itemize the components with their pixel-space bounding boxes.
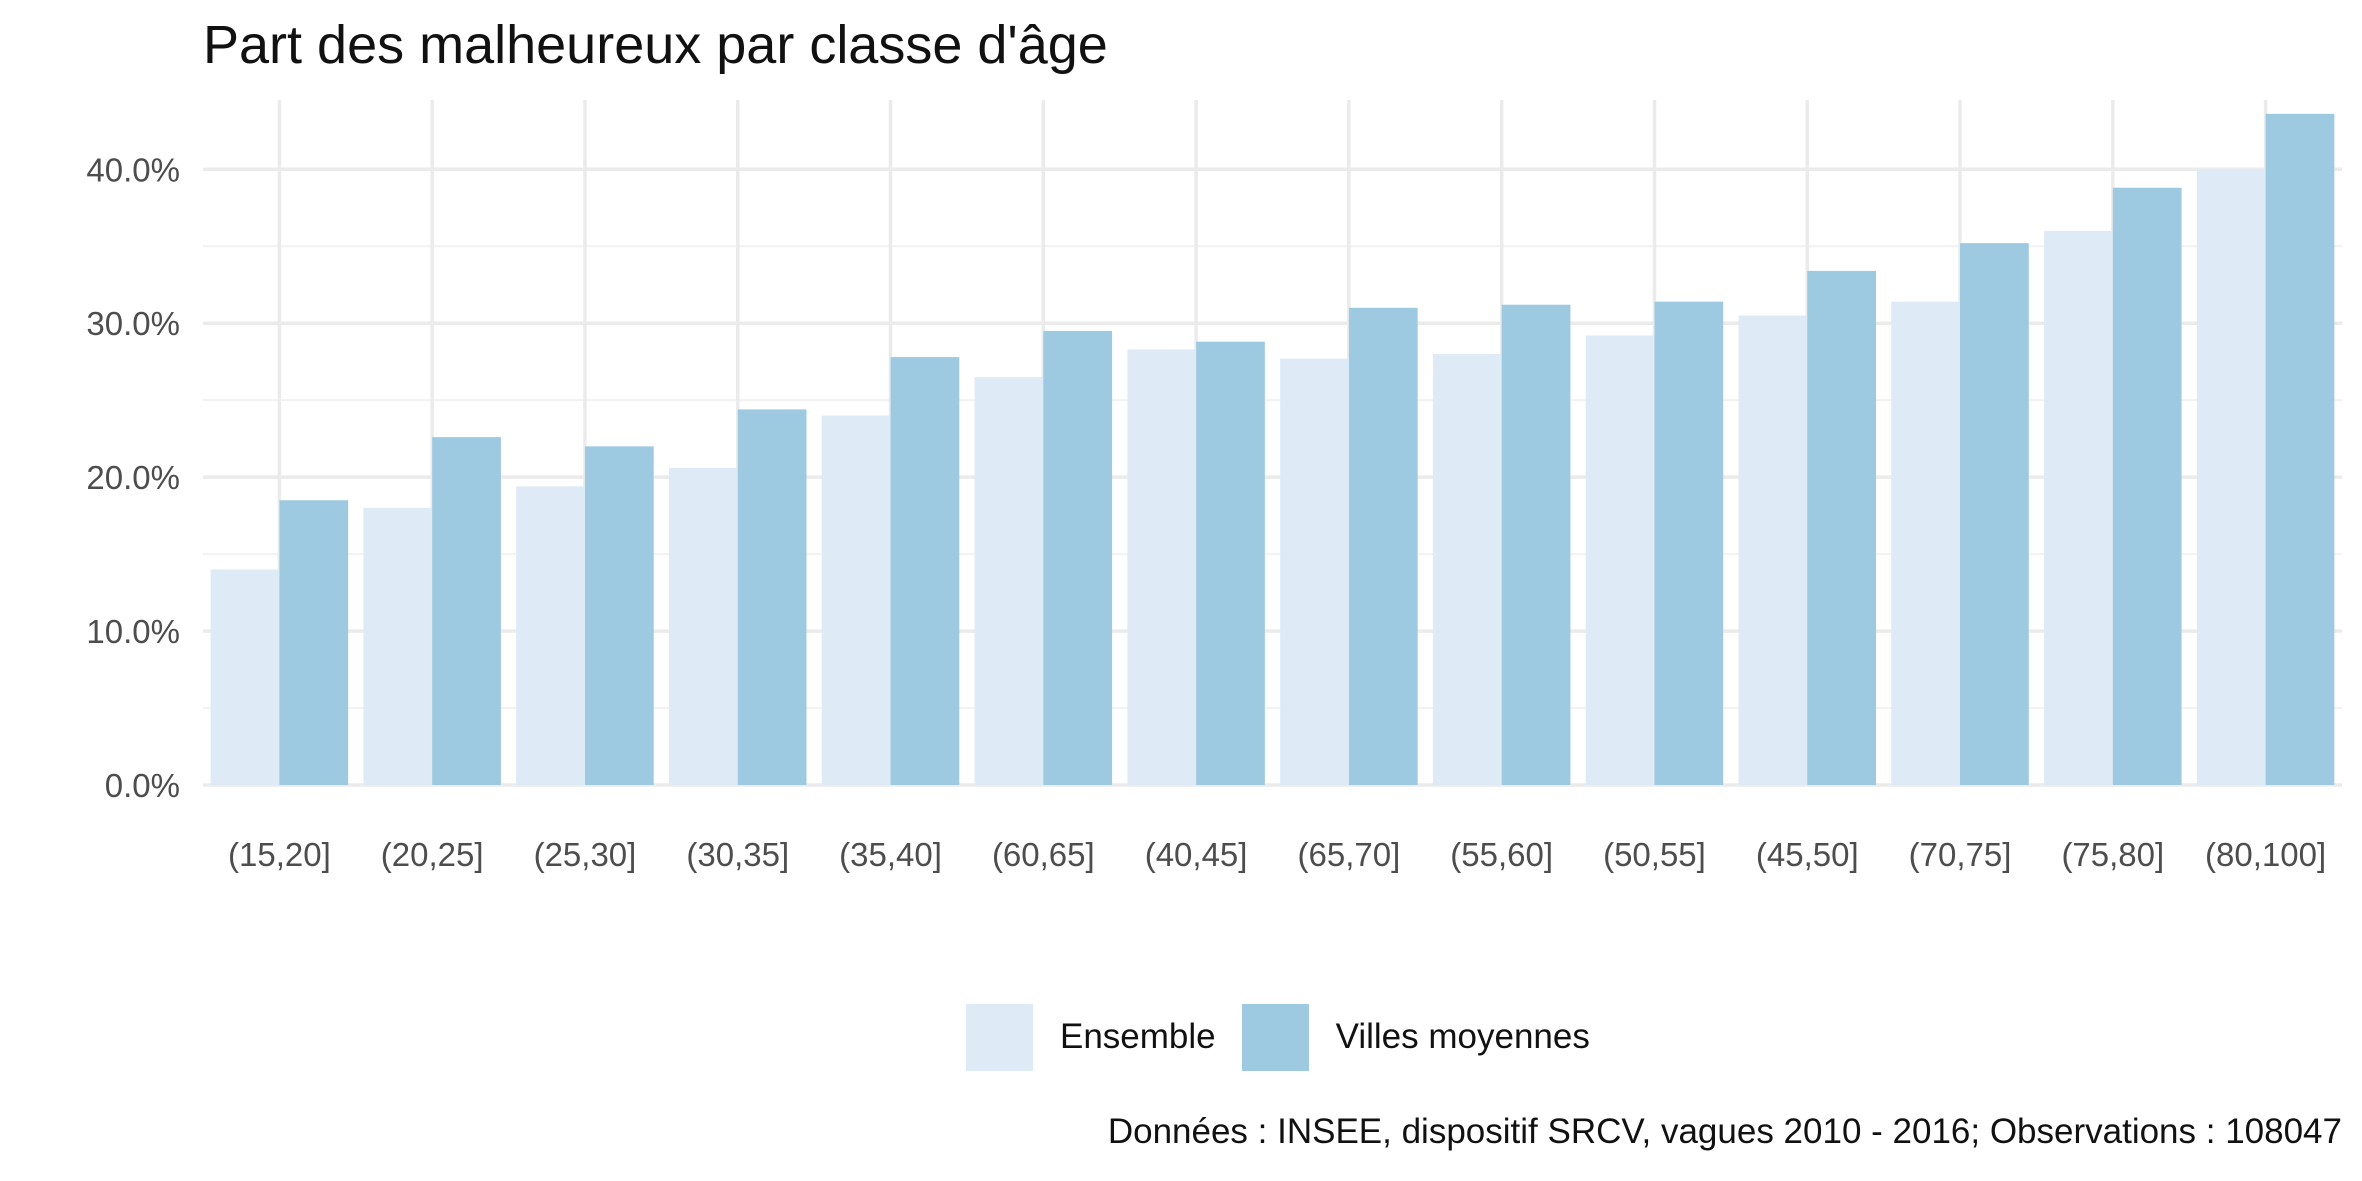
bar-villes-moyennes <box>1043 330 1113 785</box>
x-tick-label: (35,40] <box>839 836 942 873</box>
bar-ensemble <box>2044 230 2113 785</box>
bar-ensemble <box>821 415 891 785</box>
bar-villes-moyennes <box>1807 270 1877 785</box>
bar-villes-moyennes <box>1501 304 1571 785</box>
x-tick-label: (20,25] <box>381 836 484 873</box>
legend: Ensemble Villes moyennes <box>966 1002 1616 1072</box>
legend-swatch-villes-moyennes <box>1241 1003 1309 1071</box>
x-tick-label: (50,55] <box>1603 836 1706 873</box>
bar-villes-moyennes <box>737 409 807 785</box>
x-tick-label: (80,100] <box>2205 836 2326 873</box>
bar-ensemble <box>1585 335 1655 785</box>
bar-ensemble <box>668 467 738 785</box>
bar-ensemble <box>516 486 585 785</box>
x-tick-label: (40,45] <box>1145 836 1248 873</box>
chart-title: Part des malheureux par classe d'âge <box>203 15 1108 75</box>
legend-swatch-ensemble <box>966 1003 1033 1071</box>
y-tick-label: 30.0% <box>86 305 180 342</box>
bar-villes-moyennes <box>1960 243 2029 786</box>
legend-label-villes-moyennes: Villes moyennes <box>1335 1017 1590 1056</box>
x-tick-label: (55,60] <box>1450 836 1553 873</box>
bar-ensemble <box>1738 315 1808 785</box>
x-tick-label: (25,30] <box>534 836 637 873</box>
bar-villes-moyennes <box>890 357 960 785</box>
legend-item-ensemble: Ensemble <box>966 1003 1216 1071</box>
y-tick-label: 40.0% <box>86 151 180 188</box>
x-tick-label: (15,20] <box>228 836 331 873</box>
bar-ensemble <box>2196 169 2266 786</box>
bar-ensemble <box>974 377 1044 785</box>
x-tick-label: (45,50] <box>1756 836 1859 873</box>
bar-villes-moyennes <box>1654 301 1724 785</box>
legend-label-ensemble: Ensemble <box>1060 1017 1216 1056</box>
x-tick-label: (30,35] <box>686 836 789 873</box>
bar-villes-moyennes <box>432 437 501 785</box>
legend-item-villes-moyennes: Villes moyennes <box>1241 1003 1590 1071</box>
y-tick-label: 10.0% <box>86 613 180 650</box>
bar-ensemble <box>210 569 280 785</box>
bar-villes-moyennes <box>584 446 654 785</box>
x-tick-label: (75,80] <box>2061 836 2164 873</box>
bar-ensemble <box>1280 358 1349 785</box>
bar-ensemble <box>1127 349 1197 785</box>
bar-ensemble <box>1891 301 1961 785</box>
bar-villes-moyennes <box>279 500 349 785</box>
y-tick-label: 0.0% <box>105 767 180 804</box>
x-tick-label: (65,70] <box>1298 836 1401 873</box>
bar-villes-moyennes <box>2265 113 2335 785</box>
y-tick-label: 20.0% <box>86 459 180 496</box>
bar-ensemble <box>1432 353 1502 785</box>
x-tick-label: (60,65] <box>992 836 1095 873</box>
bar-villes-moyennes <box>2112 187 2182 785</box>
chart-caption: Données : INSEE, dispositif SRCV, vagues… <box>1107 1112 2342 1151</box>
bar-villes-moyennes <box>1196 341 1265 785</box>
x-tick-label: (70,75] <box>1909 836 2012 873</box>
bar-ensemble <box>363 507 433 785</box>
bar-villes-moyennes <box>1348 307 1418 785</box>
